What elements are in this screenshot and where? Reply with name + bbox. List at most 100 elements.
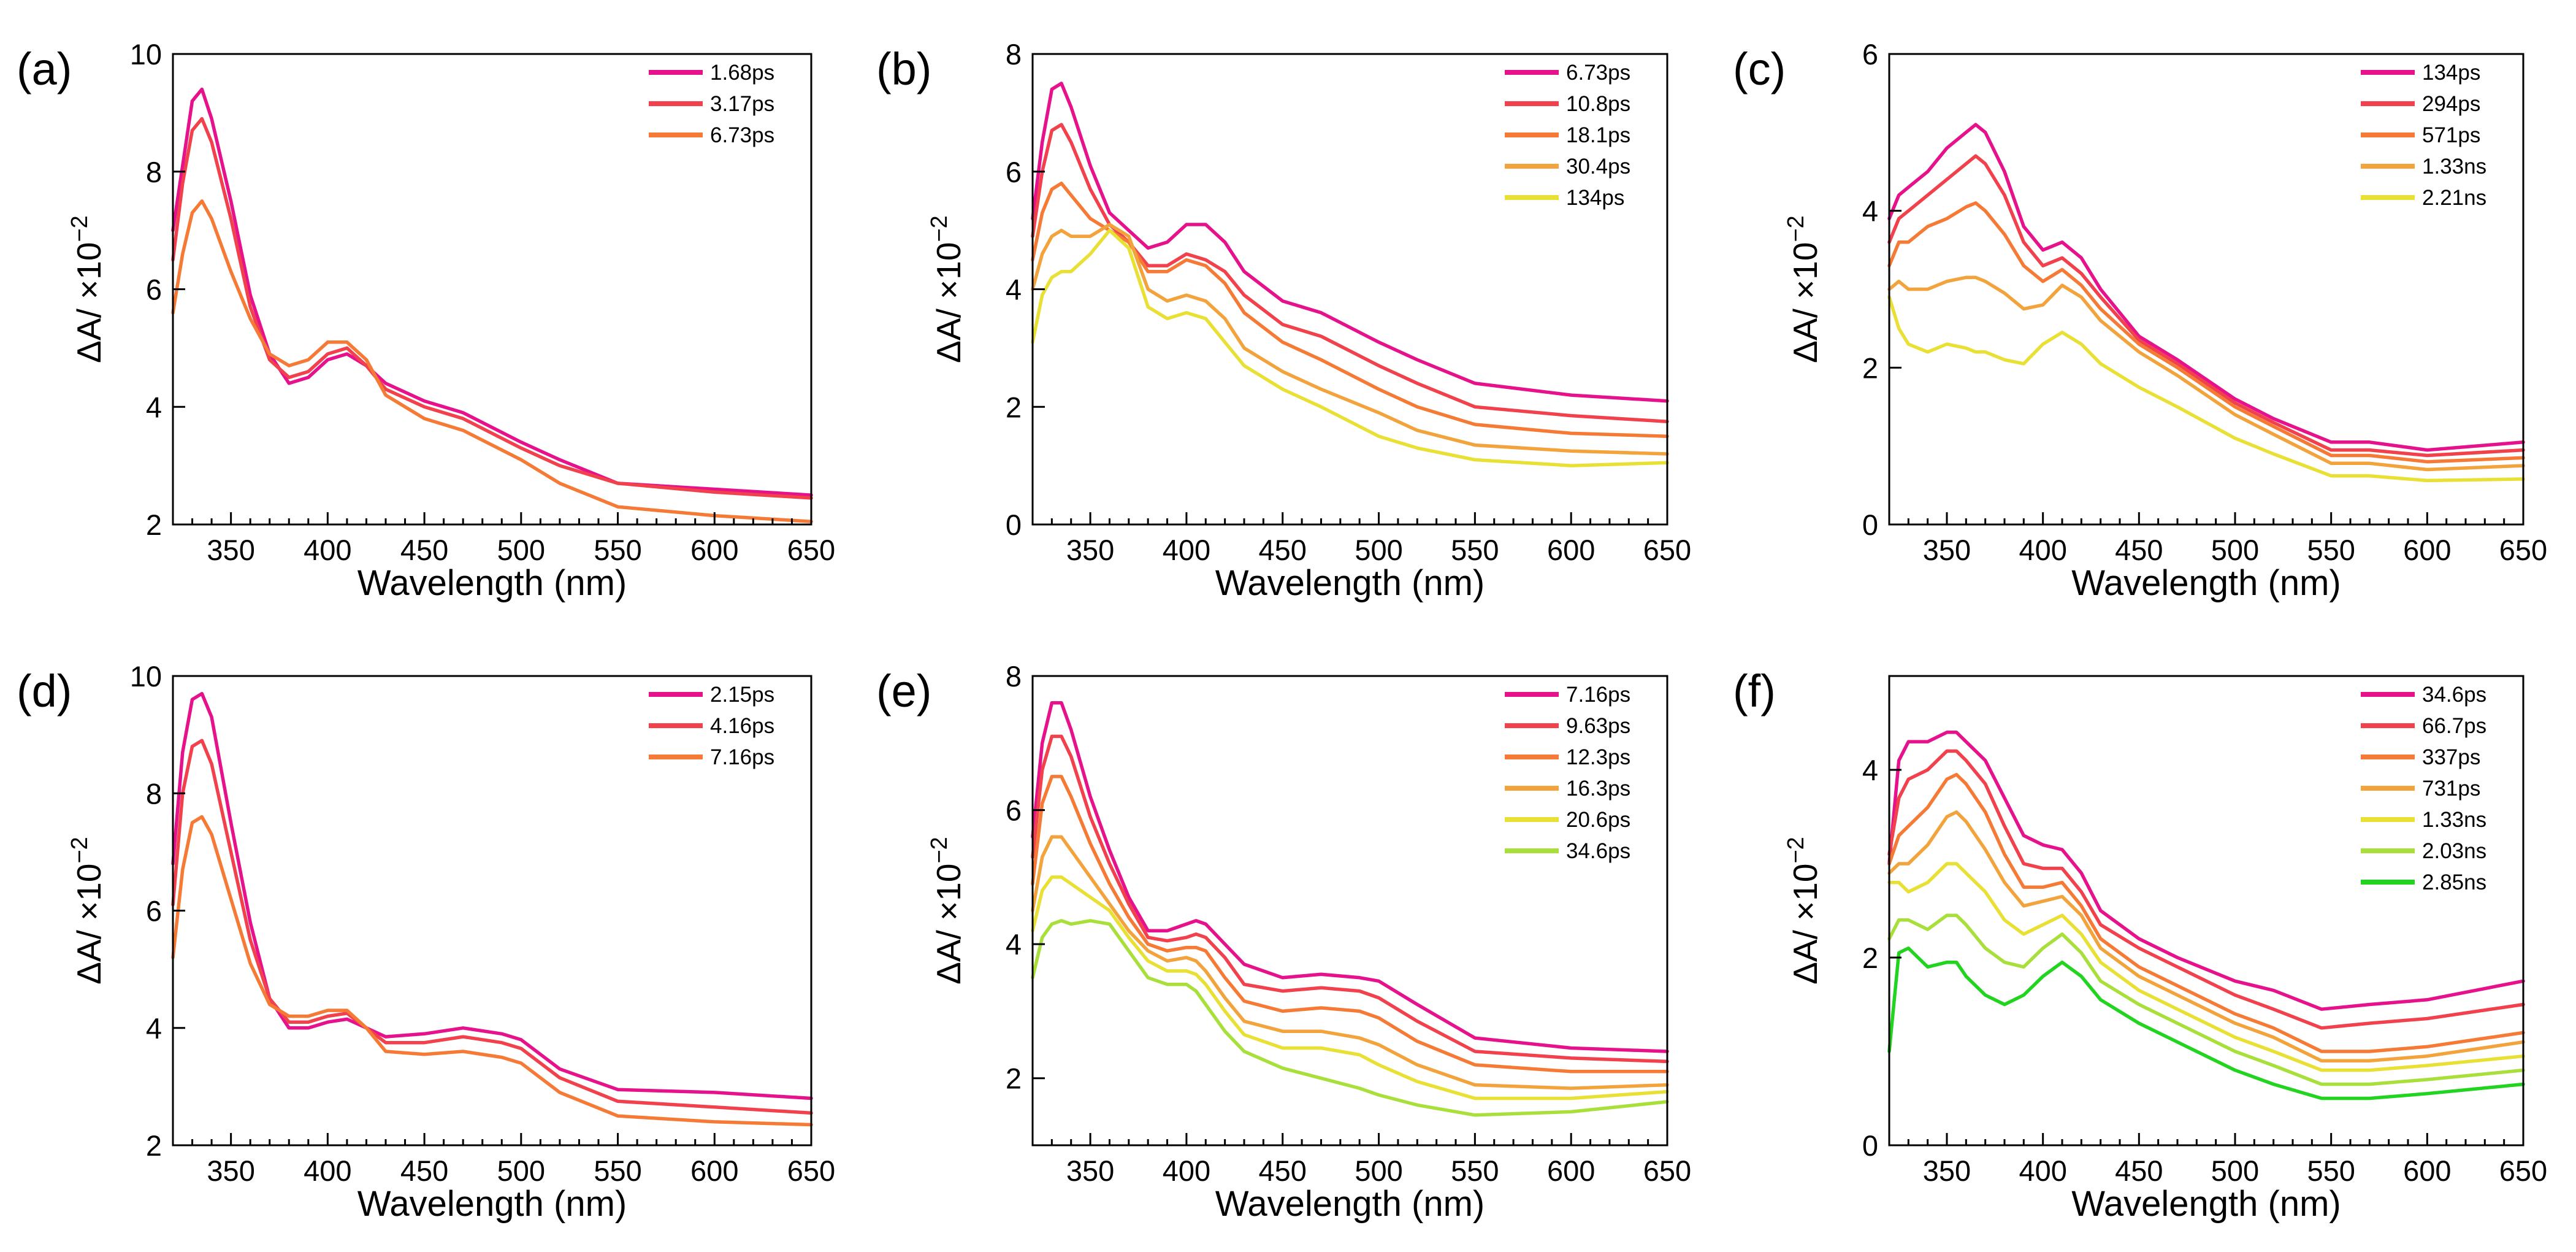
legend-label: 34.6ps: [2422, 683, 2486, 707]
y-axis-title-exponent: −2: [1783, 215, 1809, 242]
series-line: [1887, 731, 2525, 1011]
x-tick-label: 650: [1643, 534, 1691, 566]
x-axis-title: Wavelength (nm): [1215, 1184, 1485, 1224]
legend-label: 3.17ps: [710, 92, 774, 116]
legend-label: 20.6ps: [1566, 808, 1630, 832]
x-axis-title: Wavelength (nm): [1215, 563, 1485, 603]
y-axis-title-text: ΔA/ ×10: [1786, 864, 1824, 985]
x-tick-label: 400: [304, 1154, 351, 1187]
chart-panel: 350 400 450 500 550 600 650 2 4 6 8 10 Wavelength (n…: [17, 660, 835, 1224]
x-tick-label: 650: [787, 534, 835, 566]
y-tick-label: 8: [1006, 660, 1022, 693]
legend-label: 6.73ps: [1566, 61, 1630, 85]
y-tick-label: 4: [1006, 928, 1022, 961]
x-tick-label: 400: [2019, 534, 2066, 566]
series-line: [1031, 835, 1669, 1090]
y-axis-title-exponent: −2: [927, 837, 952, 863]
y-tick-label: 10: [130, 660, 162, 693]
y-tick-label: 4: [146, 391, 162, 423]
y-axis-title-exponent: −2: [67, 837, 93, 863]
series-line: [1031, 701, 1669, 1053]
series-line: [171, 87, 813, 497]
y-tick-label: 8: [146, 156, 162, 188]
x-tick-label: 500: [2211, 534, 2259, 566]
series-line: [1031, 223, 1669, 456]
y-tick-label: 2: [1862, 351, 1878, 384]
legend-label: 731ps: [2422, 777, 2480, 801]
legend-label: 2.15ps: [710, 683, 774, 707]
x-tick-label: 550: [2307, 534, 2355, 566]
legend-label: 2.85ns: [2422, 870, 2486, 894]
series-line: [1887, 275, 2525, 472]
x-tick-label: 350: [207, 534, 254, 566]
x-tick-label: 400: [304, 534, 351, 566]
y-tick-label: 0: [1862, 509, 1878, 541]
y-tick-label: 6: [1862, 38, 1878, 71]
series-line: [171, 739, 813, 1115]
x-tick-label: 600: [690, 1154, 738, 1187]
x-tick-label: 500: [497, 1154, 545, 1187]
series-line: [1887, 749, 2525, 1030]
legend-label: 7.16ps: [710, 745, 774, 769]
y-tick-label: 6: [1006, 794, 1022, 827]
y-axis-title: ΔA/ ×10−2: [927, 215, 968, 363]
legend-label: 1.33ns: [2422, 808, 2486, 832]
plot-frame: [1888, 53, 2524, 526]
x-tick-label: 450: [400, 1154, 448, 1187]
plot-frame: [1888, 675, 2524, 1146]
legend-label: 4.16ps: [710, 714, 774, 738]
panel-label: (a): [17, 44, 72, 94]
x-tick-label: 450: [2115, 534, 2163, 566]
series-line: [1887, 123, 2525, 452]
x-tick-label: 550: [2307, 1154, 2355, 1187]
x-tick-label: 600: [1547, 534, 1595, 566]
y-axis-title: ΔA/ ×10−2: [67, 215, 108, 363]
legend-label: 30.4ps: [1566, 155, 1630, 179]
chart-panel: 350 400 450 500 550 600 650 2 4 6 8 10 Wavelength (n…: [17, 38, 835, 603]
y-tick-label: 2: [1862, 942, 1878, 974]
y-tick-label: 8: [1006, 38, 1022, 71]
legend-label: 134ps: [1566, 186, 1624, 210]
legend-label: 2.03ns: [2422, 839, 2486, 863]
x-axis-title: Wavelength (nm): [357, 563, 627, 603]
y-tick-label: 4: [1862, 195, 1878, 228]
y-tick-label: 8: [146, 777, 162, 810]
series-line: [171, 117, 813, 500]
x-tick-label: 550: [1451, 1154, 1499, 1187]
y-tick-label: 4: [1862, 754, 1878, 786]
x-tick-label: 500: [1355, 534, 1402, 566]
legend-label: 2.21ns: [2422, 186, 2486, 210]
y-axis-title-text: ΔA/ ×10: [930, 864, 968, 985]
x-tick-label: 600: [1547, 1154, 1595, 1187]
y-tick-label: 2: [1006, 391, 1022, 423]
x-tick-label: 450: [1259, 1154, 1307, 1187]
y-axis-title-text: ΔA/ ×10: [1786, 242, 1824, 363]
x-tick-label: 350: [1923, 1154, 1971, 1187]
series-line: [1887, 862, 2525, 1072]
y-axis-title-exponent: −2: [927, 215, 952, 242]
x-tick-label: 650: [1643, 1154, 1691, 1187]
y-axis-title: ΔA/ ×10−2: [67, 837, 108, 985]
legend-label: 12.3ps: [1566, 745, 1630, 769]
legend-label: 9.63ps: [1566, 714, 1630, 738]
series-line: [1031, 182, 1669, 438]
legend-label: 134ps: [2422, 61, 2480, 85]
series-line: [1031, 875, 1669, 1100]
series-line: [1031, 919, 1669, 1117]
legend-label: 16.3ps: [1566, 777, 1630, 801]
series-line: [1887, 810, 2525, 1063]
x-tick-label: 550: [1451, 534, 1499, 566]
y-axis-title-exponent: −2: [67, 215, 93, 242]
series-line: [1887, 201, 2525, 464]
series-line: [1031, 775, 1669, 1073]
y-axis-title-text: ΔA/ ×10: [930, 242, 968, 363]
y-axis-title-exponent: −2: [1783, 837, 1809, 863]
x-tick-label: 500: [1355, 1154, 1402, 1187]
y-axis-title: ΔA/ ×10−2: [1783, 215, 1824, 363]
series-line: [171, 691, 813, 1100]
x-tick-label: 650: [2499, 534, 2547, 566]
panel-label: (d): [17, 666, 72, 716]
plot-frame: [1031, 675, 1668, 1146]
legend-label: 18.1ps: [1566, 123, 1630, 147]
series-line: [1031, 82, 1669, 403]
